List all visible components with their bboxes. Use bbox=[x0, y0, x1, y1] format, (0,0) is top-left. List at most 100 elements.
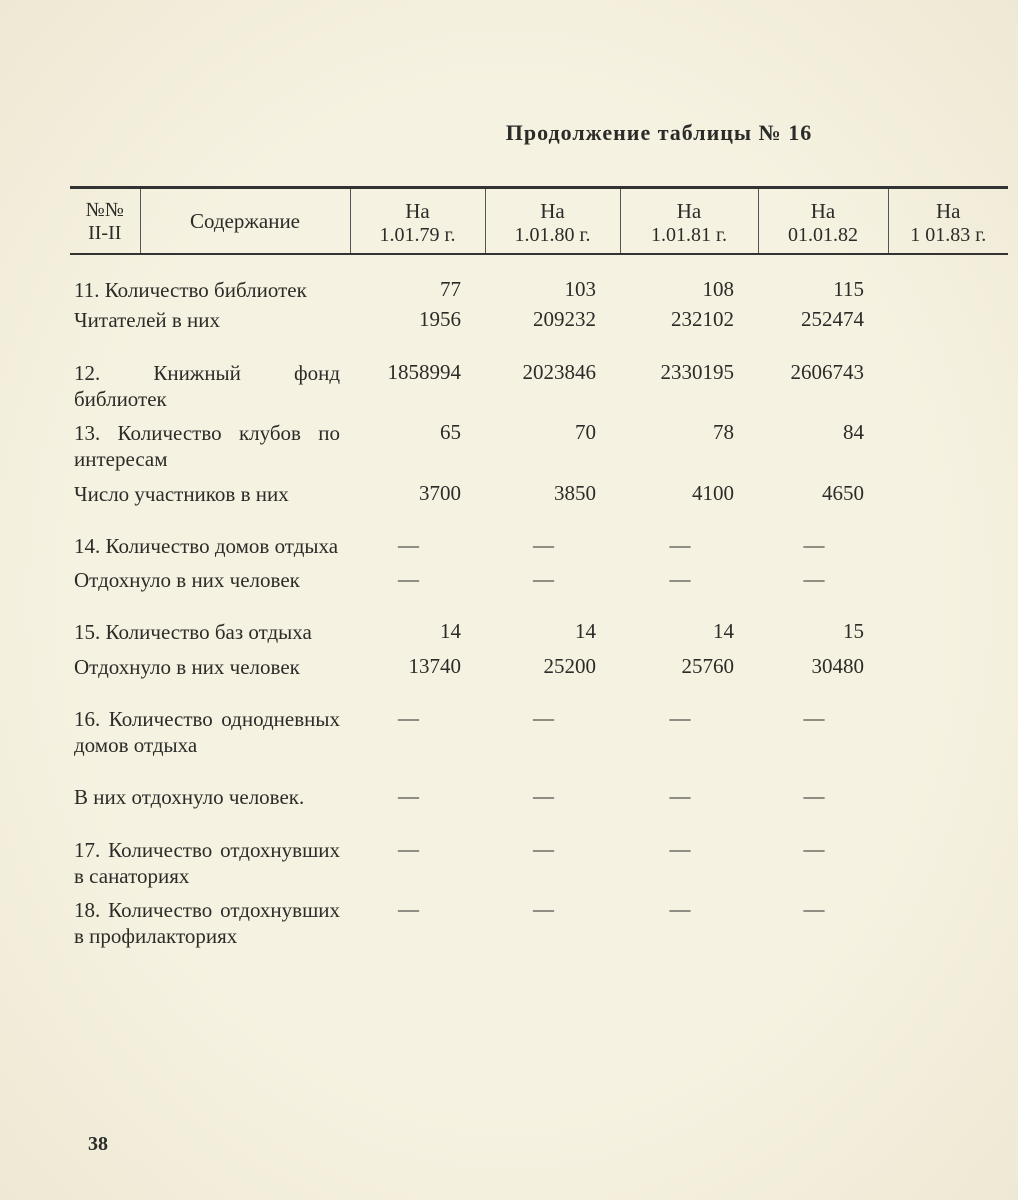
row-value: 1956 bbox=[350, 307, 485, 346]
row-value: 3850 bbox=[485, 477, 620, 520]
table-body: 11. Количество библиотек77103108115Читат… bbox=[70, 273, 1008, 954]
table-row: Число участников в них3700385041004650 bbox=[70, 477, 1008, 520]
row-value: — bbox=[350, 824, 485, 894]
row-description: Отдохнуло в них человек bbox=[70, 563, 350, 606]
table-continuation-title: Продолжение таблицы № 16 bbox=[70, 120, 968, 146]
row-value bbox=[888, 477, 1008, 520]
col-header-date-4: На 01.01.82 bbox=[758, 189, 888, 253]
row-description: 16. Количество однодневных домов отдыха bbox=[70, 693, 350, 772]
row-description: 12. Книжный фонд библиотек bbox=[70, 347, 350, 417]
row-value: 65 bbox=[350, 416, 485, 477]
row-value: — bbox=[620, 771, 758, 823]
row-value: — bbox=[620, 824, 758, 894]
row-value: — bbox=[350, 893, 485, 954]
row-value: 115 bbox=[758, 273, 888, 307]
row-value: — bbox=[485, 824, 620, 894]
row-value: 25760 bbox=[620, 650, 758, 693]
col-header-date-1: На 1.01.79 г. bbox=[350, 189, 485, 253]
row-value: — bbox=[620, 563, 758, 606]
row-value: 209232 bbox=[485, 307, 620, 346]
row-value: 4650 bbox=[758, 477, 888, 520]
table-row: Отдохнуло в них человек———— bbox=[70, 563, 1008, 606]
row-value: — bbox=[620, 520, 758, 563]
row-value: 2606743 bbox=[758, 347, 888, 417]
row-value bbox=[888, 347, 1008, 417]
table-row: 11. Количество библиотек77103108115 bbox=[70, 273, 1008, 307]
row-value: — bbox=[758, 563, 888, 606]
row-value: — bbox=[350, 771, 485, 823]
col-header-date-5: На 1 01.83 г. bbox=[888, 189, 1008, 253]
row-value: — bbox=[620, 893, 758, 954]
row-value bbox=[888, 563, 1008, 606]
table-row: 16. Количество однодневных домов отдыха—… bbox=[70, 693, 1008, 772]
row-value: 14 bbox=[485, 606, 620, 649]
table-row: Читателей в них1956209232232102252474 bbox=[70, 307, 1008, 346]
row-value bbox=[888, 520, 1008, 563]
row-value bbox=[888, 273, 1008, 307]
row-value: — bbox=[350, 520, 485, 563]
row-value: — bbox=[620, 693, 758, 772]
row-value: 103 bbox=[485, 273, 620, 307]
row-value bbox=[888, 893, 1008, 954]
row-value: 252474 bbox=[758, 307, 888, 346]
col-header-date-2: На 1.01.80 г. bbox=[485, 189, 620, 253]
row-value: — bbox=[758, 520, 888, 563]
table-row: 14. Количество домов отдыха———— bbox=[70, 520, 1008, 563]
page-root: Продолжение таблицы № 16 №№ II-II Содерж… bbox=[0, 0, 1018, 1200]
col-header-content: Содержание bbox=[140, 189, 350, 253]
row-value: 3700 bbox=[350, 477, 485, 520]
row-value: 14 bbox=[350, 606, 485, 649]
row-value: — bbox=[350, 563, 485, 606]
row-description: Читателей в них bbox=[70, 307, 350, 346]
row-value: — bbox=[758, 693, 888, 772]
row-value: 108 bbox=[620, 273, 758, 307]
col-header-date-3: На 1.01.81 г. bbox=[620, 189, 758, 253]
row-value bbox=[888, 416, 1008, 477]
row-description: Число участников в них bbox=[70, 477, 350, 520]
row-value: — bbox=[485, 693, 620, 772]
row-value: 14 bbox=[620, 606, 758, 649]
row-value bbox=[888, 606, 1008, 649]
row-value: — bbox=[485, 520, 620, 563]
row-description: 13. Количество клубов по интересам bbox=[70, 416, 350, 477]
row-value: 30480 bbox=[758, 650, 888, 693]
row-value: 77 bbox=[350, 273, 485, 307]
row-value bbox=[888, 771, 1008, 823]
row-value bbox=[888, 307, 1008, 346]
row-value: 25200 bbox=[485, 650, 620, 693]
row-description: В них отдохнуло человек. bbox=[70, 771, 350, 823]
row-description: Отдохнуло в них человек bbox=[70, 650, 350, 693]
row-value bbox=[888, 650, 1008, 693]
table-row: 18. Количество отдохнувших в профилактор… bbox=[70, 893, 1008, 954]
row-value: — bbox=[350, 693, 485, 772]
row-value: — bbox=[485, 893, 620, 954]
row-value: 232102 bbox=[620, 307, 758, 346]
row-value: 4100 bbox=[620, 477, 758, 520]
col-header-number: №№ II-II bbox=[70, 189, 140, 253]
row-value: — bbox=[758, 893, 888, 954]
row-value: — bbox=[485, 563, 620, 606]
row-value: 15 bbox=[758, 606, 888, 649]
table-header: №№ II-II Содержание На 1.01.79 г. На 1.0… bbox=[70, 186, 1008, 255]
row-description: 15. Количество баз отдыха bbox=[70, 606, 350, 649]
table-row: Отдохнуло в них человек13740252002576030… bbox=[70, 650, 1008, 693]
row-value: 1858994 bbox=[350, 347, 485, 417]
row-value bbox=[888, 693, 1008, 772]
table-row: 13. Количество клубов по интересам657078… bbox=[70, 416, 1008, 477]
page-number: 38 bbox=[88, 1133, 108, 1156]
row-value: 78 bbox=[620, 416, 758, 477]
table-row: 17. Количество отдохнувших в санаториях—… bbox=[70, 824, 1008, 894]
row-value: — bbox=[485, 771, 620, 823]
row-description: 17. Количество отдохнувших в санаториях bbox=[70, 824, 350, 894]
row-value: 2330195 bbox=[620, 347, 758, 417]
table-row: 15. Количество баз отдыха14141415 bbox=[70, 606, 1008, 649]
row-value: — bbox=[758, 824, 888, 894]
row-value: 13740 bbox=[350, 650, 485, 693]
row-description: 18. Количество отдохнувших в профилактор… bbox=[70, 893, 350, 954]
row-description: 11. Количество библиотек bbox=[70, 273, 350, 307]
row-value bbox=[888, 824, 1008, 894]
row-description: 14. Количество домов отдыха bbox=[70, 520, 350, 563]
table-row: В них отдохнуло человек.———— bbox=[70, 771, 1008, 823]
table-row: 12. Книжный фонд библиотек18589942023846… bbox=[70, 347, 1008, 417]
row-value: 2023846 bbox=[485, 347, 620, 417]
